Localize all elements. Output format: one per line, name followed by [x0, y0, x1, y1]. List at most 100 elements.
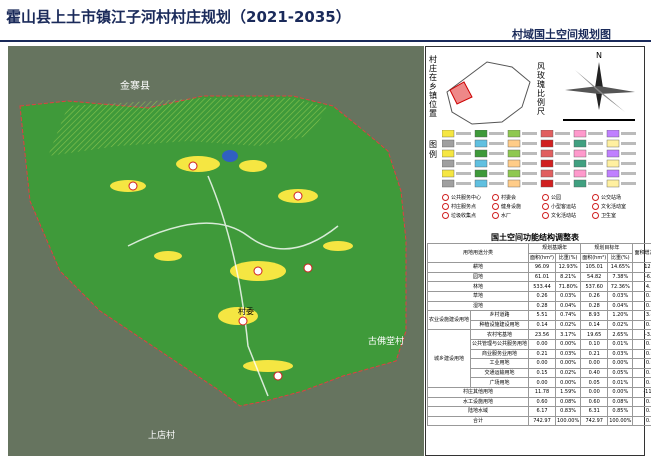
legend-swatch	[573, 179, 587, 188]
location-map	[446, 61, 531, 125]
legend-swatch	[507, 169, 521, 178]
cell: 14.65%	[607, 262, 634, 273]
cell: 5.51	[528, 310, 556, 321]
cell: 0.10	[580, 338, 609, 350]
icon	[542, 194, 549, 201]
cell: 0.00	[528, 338, 556, 350]
table-wrap: 用地用途分类规划基期年规划目标年面积增减(hm²)面积(hm²)比重(%)面积(…	[426, 242, 651, 427]
icon	[442, 203, 449, 210]
cell: 0.85%	[607, 406, 634, 417]
cell: 96.09	[528, 262, 556, 273]
map: 金寨县 古佛堂村 上店村 村委	[8, 46, 424, 456]
legend-text	[588, 172, 603, 175]
legend-text	[555, 182, 570, 185]
legend-swatch	[507, 149, 521, 158]
rule	[0, 40, 651, 42]
legend-swatch	[540, 149, 554, 158]
cell: 村庄其他用地	[426, 386, 530, 398]
legend-text	[489, 152, 504, 155]
legend-text	[621, 162, 636, 165]
cell: 0.15	[528, 367, 556, 379]
legend-swatch	[507, 179, 521, 188]
legend-swatch	[606, 179, 620, 188]
legend-icon: 卫生室	[592, 212, 642, 221]
cell: 0.00	[632, 300, 651, 312]
cell: 0.05	[632, 377, 651, 388]
legend-swatch	[442, 159, 455, 168]
legend-icons: 公共服务中心 村委会 公园 公交站场村庄服务点 健身设施 小型客运站 文化活动室垃圾收集点 水…	[442, 194, 642, 221]
cell: 0.04%	[554, 300, 582, 312]
legend-swatch	[474, 149, 488, 158]
icon	[592, 203, 599, 210]
legend-icon: 垃圾收集点	[442, 212, 492, 221]
cell: 0.28	[528, 300, 556, 312]
legend-swatch	[507, 159, 521, 168]
legend-swatch	[573, 149, 587, 158]
cell: 0.14	[632, 406, 651, 417]
wind-label: 风玫瑰比例尺	[537, 62, 545, 116]
cell: 0.21	[580, 348, 609, 360]
legend-swatch	[442, 130, 455, 138]
cell: -6.20	[632, 271, 651, 283]
cell: 公共管理与公共服务用地	[470, 338, 530, 350]
cell: 0.10	[632, 338, 651, 350]
cell: 0.00%	[554, 338, 582, 350]
legend-icon: 健身设施	[492, 203, 542, 212]
cell: 农村宅基地	[470, 329, 530, 340]
legend-swatch	[442, 169, 455, 178]
cell: 19.65	[580, 329, 609, 340]
cell: 0.26	[528, 290, 556, 302]
cell: 0.14	[580, 319, 609, 331]
cell: 广场用地	[470, 377, 530, 388]
cell: 742.97	[528, 415, 556, 427]
icon-label: 垃圾收集点	[451, 213, 477, 219]
legend-swatch	[474, 179, 488, 188]
legend-text	[489, 132, 504, 135]
legend-text	[522, 172, 537, 175]
cell: 0.02%	[554, 319, 582, 331]
legend-swatch	[540, 139, 554, 148]
table-title: 国土空间功能结构调整表	[491, 233, 579, 242]
legend-icon: 文化活动室	[592, 203, 642, 212]
legend-swatch	[474, 139, 488, 148]
legend-text	[555, 132, 570, 135]
legend-swatch	[442, 149, 455, 158]
cell: 0.03%	[607, 348, 634, 360]
cell: 乡村道路	[470, 310, 530, 321]
legend-swatch	[606, 149, 620, 158]
legend-icon: 村委会	[492, 194, 542, 203]
cell: 71.80%	[554, 281, 582, 292]
table-head: 用地用途分类规划基期年规划目标年面积增减(hm²)	[426, 242, 651, 264]
legend-swatch	[606, 139, 620, 148]
cell: 种植设施建设用地	[470, 319, 530, 331]
legend-swatch	[540, 159, 554, 168]
legend-icon: 公交站场	[592, 194, 642, 203]
legend-icon: 小型客运站	[542, 203, 592, 212]
cell: 0.08%	[554, 396, 582, 408]
cell: 0.05	[580, 377, 609, 388]
legend-text	[588, 182, 603, 185]
cell: 0.14	[528, 319, 556, 331]
subtitle: 村域国土空间规划图	[512, 28, 611, 41]
cell: 0.03%	[607, 290, 634, 302]
cell: 0.26	[580, 290, 609, 302]
cell: 4.16	[632, 281, 651, 292]
cell: 商业服务业用地	[470, 348, 530, 360]
icon	[492, 203, 499, 210]
legend-swatch	[474, 130, 488, 138]
legend-swatch	[573, 169, 587, 178]
legend-text	[522, 182, 537, 185]
cell: 林地	[426, 281, 530, 292]
legend-text	[456, 182, 471, 185]
legend-text	[555, 142, 570, 145]
cell: 54.82	[580, 271, 609, 283]
location-label: 村庄在乡镇位置	[429, 55, 437, 118]
legend-swatch	[474, 159, 488, 168]
